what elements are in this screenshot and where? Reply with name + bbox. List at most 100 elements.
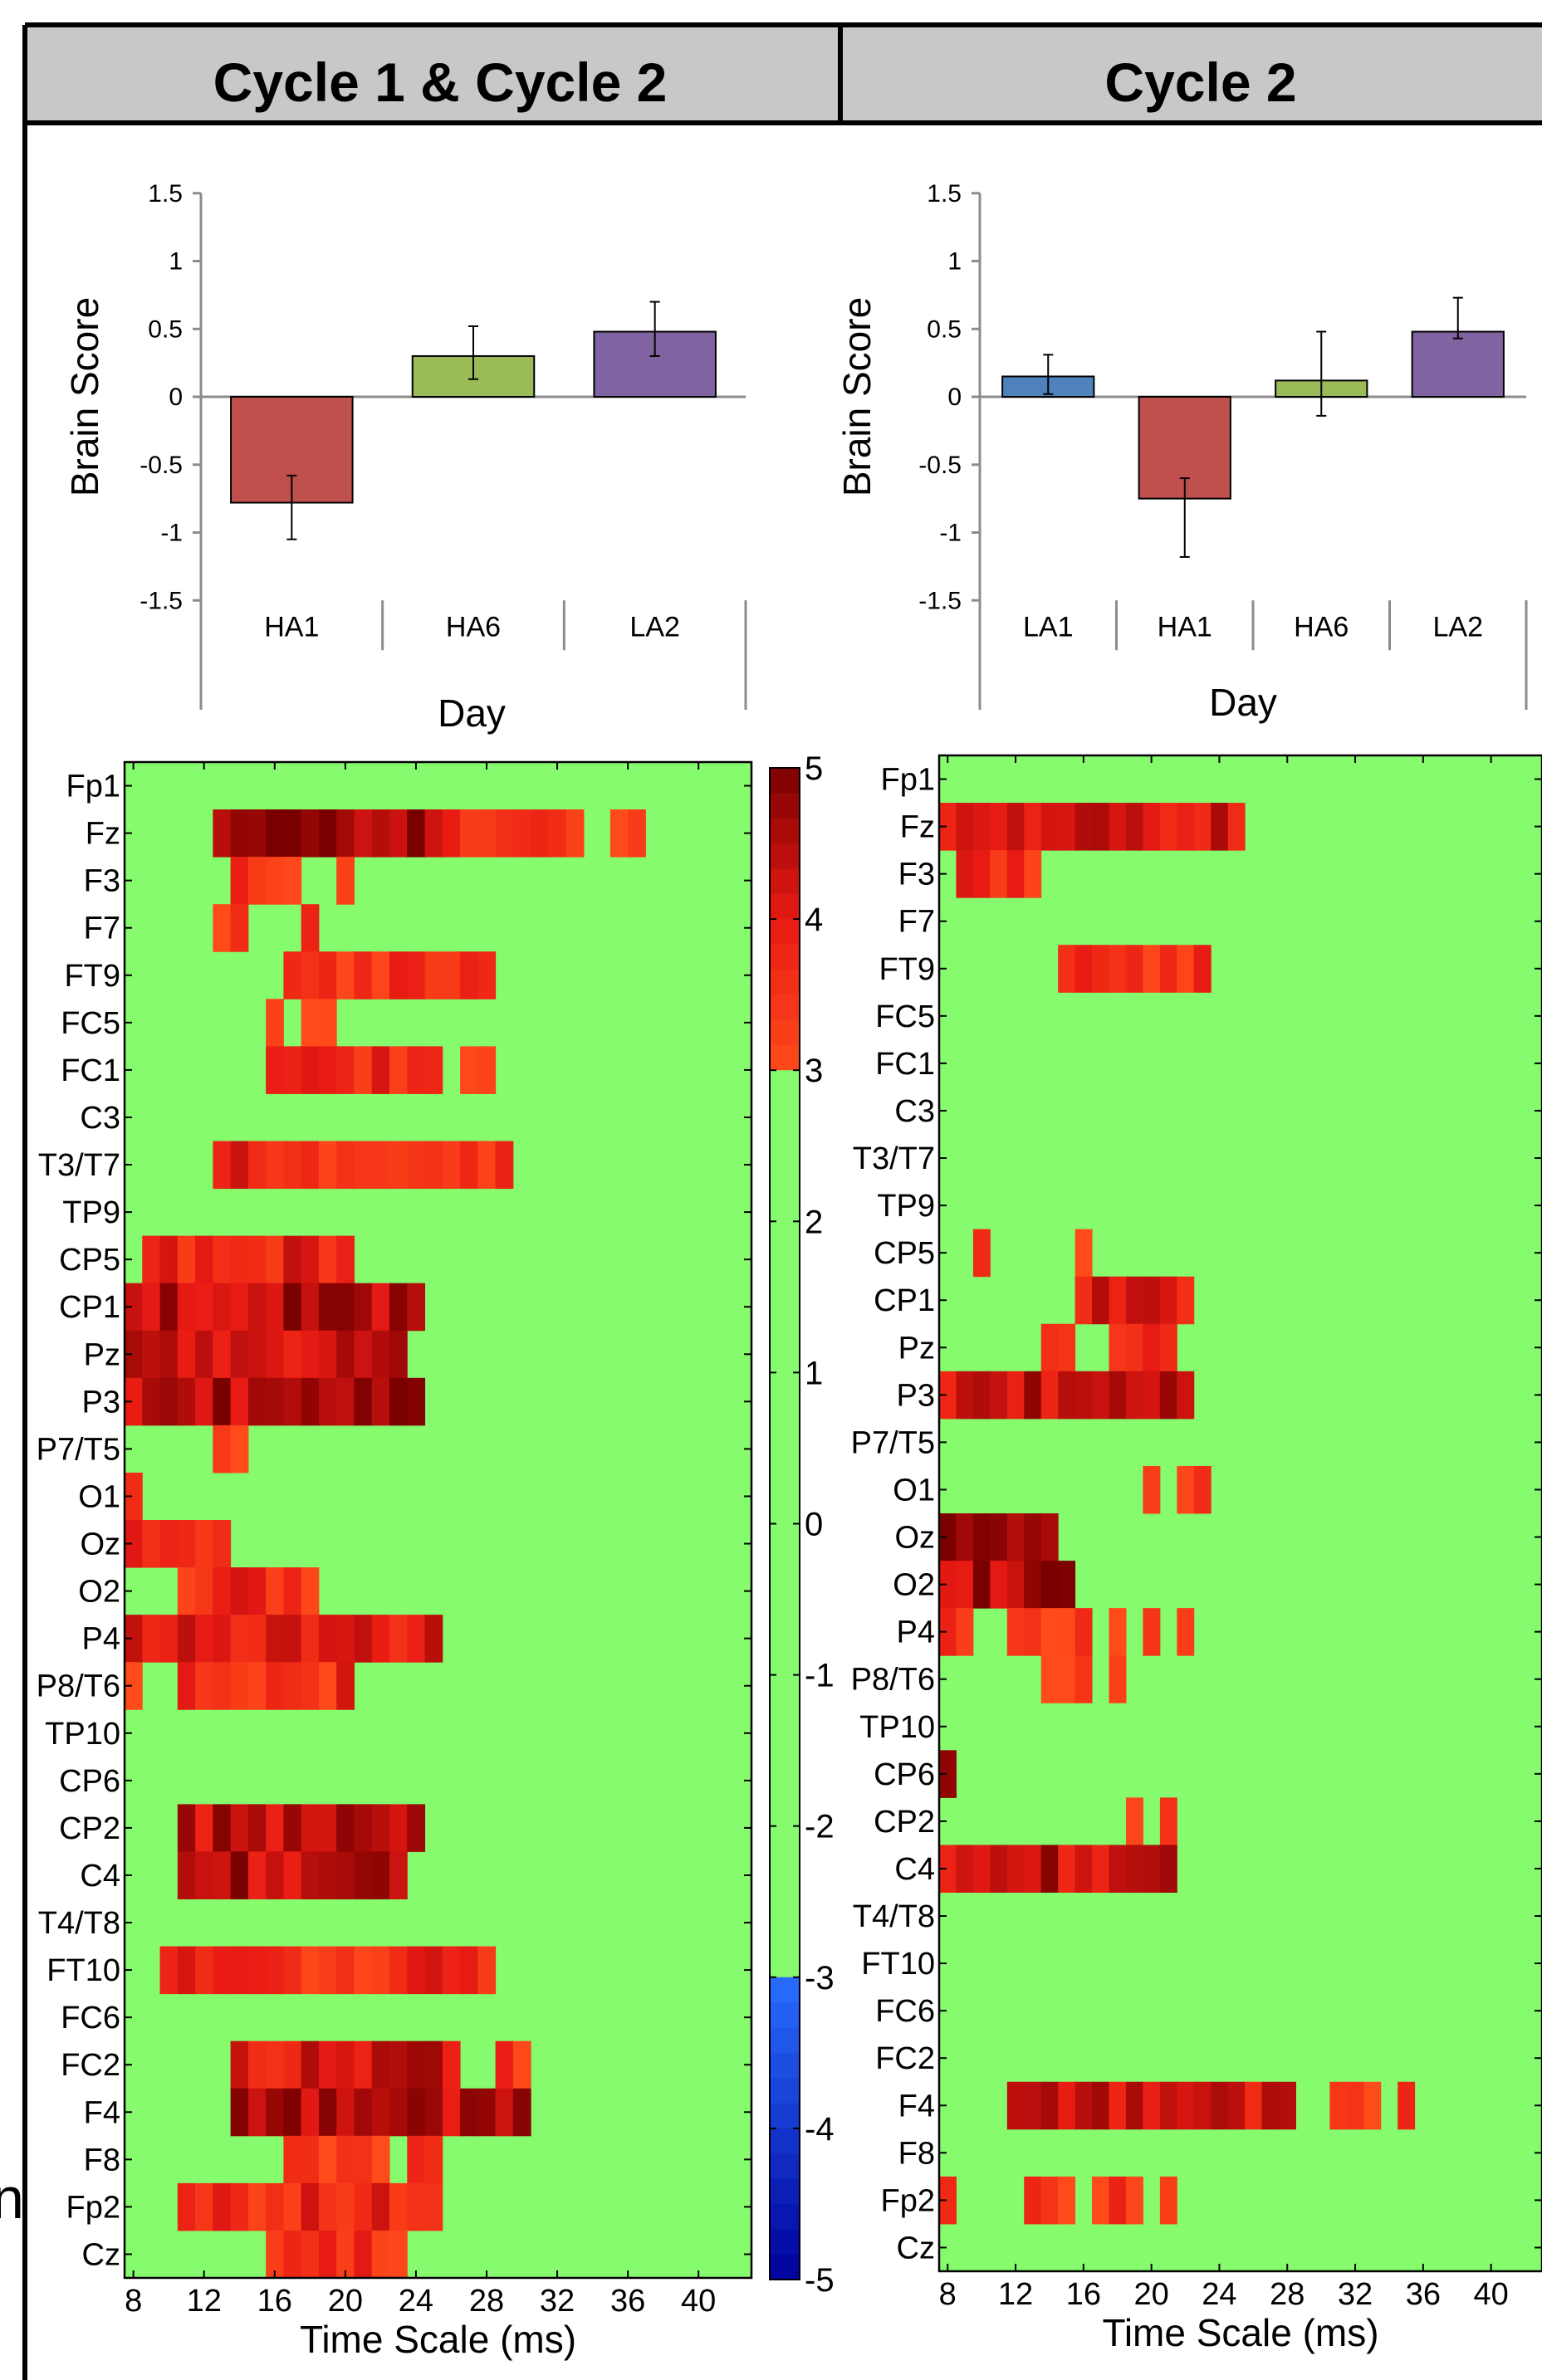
colorbar-segment <box>770 2078 800 2104</box>
heat-cell <box>1058 803 1076 851</box>
heat-cell <box>1227 803 1246 851</box>
heat-cell <box>1261 2081 1280 2130</box>
heat-cell <box>628 809 646 858</box>
heat-cell <box>389 1851 408 1899</box>
heat-cell <box>247 857 267 905</box>
heat-cell <box>177 2182 196 2231</box>
heat-cell <box>1329 2081 1348 2130</box>
heat-cell <box>142 1235 161 1284</box>
header-bar <box>25 25 1542 123</box>
heat-cell <box>213 1567 232 1615</box>
heat-cell <box>512 2088 531 2137</box>
heat-cell <box>424 809 443 858</box>
heat-cell <box>371 1330 390 1379</box>
heat-cell <box>283 1851 302 1899</box>
channel-label: TP9 <box>877 1189 935 1224</box>
heat-cell <box>389 2182 408 2231</box>
heat-cell <box>266 2040 284 2089</box>
channel-label: T4/T8 <box>38 1906 120 1941</box>
heat-cell <box>956 850 974 898</box>
channel-label: F8 <box>898 2136 935 2171</box>
heat-cell <box>318 1804 337 1852</box>
heat-cell <box>354 1330 373 1379</box>
heat-cell <box>177 1520 196 1568</box>
heat-cell <box>1040 1608 1059 1656</box>
heat-cell <box>125 1377 143 1426</box>
heat-cell <box>1125 945 1143 993</box>
y-tick-label: -1 <box>160 520 183 547</box>
colorbar-segment <box>770 893 800 920</box>
heat-cell <box>424 951 443 999</box>
heat-cell <box>318 1851 337 1899</box>
heat-cell <box>336 2182 355 2231</box>
heat-cell <box>1092 945 1110 993</box>
colorbar-segment <box>770 868 800 895</box>
heat-cell <box>1177 1371 1195 1420</box>
heatmap-right: Fp1 Fz F3 F7 FT9 FC5 FC1 C3 T3/T7 TP9 CP5 CP1 Pz P3 P7… <box>851 754 1542 2354</box>
colorbar: 5 4 3 2 1 0 -1 -2 -3 -4 -5 <box>769 750 835 2299</box>
heat-cell <box>142 1615 161 1663</box>
colorbar-segment <box>770 1927 800 1953</box>
heat-cell <box>301 1567 320 1615</box>
heat-cell <box>213 2182 232 2231</box>
heat-cell <box>442 809 461 858</box>
heat-cell <box>142 1520 161 1568</box>
heat-cell <box>1092 2081 1110 2130</box>
channel-label: CP1 <box>874 1283 935 1318</box>
heat-cell <box>195 1615 213 1663</box>
channel-label: Pz <box>898 1331 935 1366</box>
heat-cell <box>177 1851 196 1899</box>
heat-cell <box>230 1615 249 1663</box>
heat-cell <box>230 1804 249 1852</box>
heat-cell <box>477 1946 497 1995</box>
heat-cell <box>1143 1845 1161 1893</box>
heat-cell <box>939 1750 957 1798</box>
bar-la2 <box>593 330 717 398</box>
heat-cell <box>318 1046 337 1094</box>
channel-label: T4/T8 <box>853 1899 935 1934</box>
heat-cell <box>195 1804 213 1852</box>
heat-cell <box>354 1804 373 1852</box>
heat-cell <box>247 1283 267 1332</box>
heat-cell <box>424 2182 443 2231</box>
heat-cell <box>956 1845 974 1893</box>
channel-label: FT10 <box>861 1947 935 1982</box>
heat-cell <box>407 1615 426 1663</box>
heat-cell <box>407 1946 426 1995</box>
heat-cell <box>1040 1655 1059 1703</box>
heat-cell <box>336 2088 355 2137</box>
heat-cell <box>495 2040 514 2089</box>
heat-cell <box>1024 803 1042 851</box>
heat-cell <box>213 1851 232 1899</box>
heat-cell <box>1040 1845 1059 1893</box>
heat-cell <box>1143 803 1161 851</box>
heat-cell <box>247 2088 267 2137</box>
channel-label: C3 <box>80 1101 120 1136</box>
heat-cell <box>318 2230 337 2279</box>
heat-cell <box>1193 803 1212 851</box>
heat-cell <box>301 1615 320 1663</box>
heat-cell <box>1075 945 1093 993</box>
heat-cell <box>142 1283 161 1332</box>
channel-label: P7/T5 <box>37 1432 120 1467</box>
heat-cell <box>1058 2081 1076 2130</box>
category-label: HA6 <box>1294 611 1349 643</box>
heat-cell <box>1075 1608 1093 1656</box>
heat-cell <box>266 857 284 905</box>
heat-cell <box>1125 1276 1143 1325</box>
heat-cell <box>1040 1513 1059 1561</box>
channel-label: F7 <box>84 911 120 946</box>
heat-cell <box>389 2230 408 2279</box>
bar-chart-left: 1.5 1 0.5 0 -0.5 -1 -1.5 HA1 HA6 LA2 Day Brain Scor… <box>63 180 747 735</box>
heat-cell <box>1159 803 1177 851</box>
colorbar-segment <box>770 2027 800 2054</box>
heat-cell <box>1040 1371 1059 1420</box>
bar-la2 <box>1411 330 1505 398</box>
channel-label: F7 <box>898 905 935 940</box>
heat-cell <box>1058 1323 1076 1372</box>
colorbar-label: -1 <box>805 1658 835 1694</box>
heat-cell <box>283 1046 302 1094</box>
x-tick-label: 16 <box>257 2284 292 2319</box>
heat-cell <box>266 999 284 1047</box>
heat-cell <box>1040 2176 1059 2225</box>
